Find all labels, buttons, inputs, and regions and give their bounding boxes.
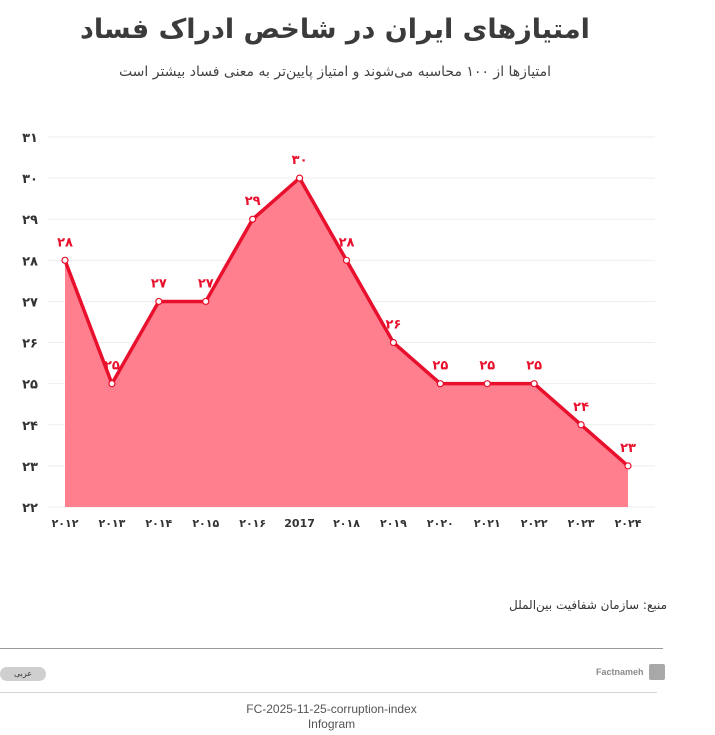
- data-point: [577, 421, 585, 429]
- data-label: ۳۰: [292, 153, 308, 168]
- brand-name[interactable]: Factnameh: [596, 667, 644, 677]
- x-tick-label: ۲۰۲۲: [521, 517, 548, 530]
- x-tick-label: ۲۰۱۴: [145, 517, 172, 530]
- footer-divider-light: [0, 692, 657, 693]
- data-point: [155, 297, 163, 306]
- y-tick-label: ۲۴: [22, 419, 38, 434]
- data-label: ۲۷: [151, 276, 167, 291]
- data-point: [61, 256, 69, 264]
- y-tick-label: ۲۵: [22, 378, 38, 393]
- source-note: منبع: سازمان شفافیت بین‌الملل: [509, 598, 667, 612]
- x-tick-label: ۲۰۱۲: [52, 517, 79, 530]
- data-label: ۲۵: [104, 359, 120, 374]
- data-point: [436, 380, 444, 388]
- y-tick-label: ۲۲: [22, 501, 38, 516]
- x-tick-label: ۲۰۲۰: [427, 517, 454, 530]
- x-tick-label: ۲۰۱۵: [192, 517, 219, 530]
- language-button[interactable]: عربی: [0, 667, 46, 681]
- factnameh-logo-icon[interactable]: [649, 664, 665, 680]
- data-point: [249, 215, 257, 223]
- x-tick-label: ۲۰۱۶: [239, 517, 266, 530]
- area-chart: ۲۲ ۲۳ ۲۴ ۲۵ ۲۶ ۲۷ ۲۸ ۲۹ ۳۰ ۳۱ ۲۸ ۲۰۱۲ ۲۵ ۲۰۱۳ ۲۷ ۲۰۱۴ ۲۷…: [22, 131, 655, 530]
- data-point: [342, 256, 351, 264]
- x-tick-label: ۲۰۲۳: [568, 517, 595, 530]
- x-tick-label: ۲۰۱۳: [98, 517, 125, 530]
- data-point: [108, 380, 116, 388]
- x-tick-label: ۲۰۱۸: [333, 517, 360, 530]
- y-tick-label: ۲۶: [22, 337, 38, 352]
- y-tick-label: ۳۱: [22, 131, 38, 146]
- x-tick-label: 2017: [284, 517, 315, 530]
- data-label: ۲۵: [526, 359, 542, 374]
- data-point: [483, 380, 491, 388]
- x-tick-label: ۲۰۲۱: [474, 517, 501, 530]
- chart-title: امتیازهای ایران در شاخص ادراک فساد: [80, 14, 590, 45]
- data-point: [295, 174, 304, 182]
- x-tick-label: ۲۰۱۹: [380, 517, 407, 530]
- infographic-slug: FC-2025-11-25-corruption-index: [246, 702, 417, 716]
- data-label: ۲۴: [573, 400, 589, 415]
- data-label: ۲۵: [432, 359, 448, 374]
- data-label: ۲۸: [339, 235, 355, 250]
- data-label: ۲۹: [245, 194, 261, 209]
- data-label: ۲۷: [198, 276, 214, 291]
- y-tick-label: ۲۷: [22, 295, 38, 310]
- data-point: [389, 338, 398, 347]
- y-tick-label: ۲۸: [22, 254, 38, 269]
- data-label: ۲۳: [620, 441, 636, 456]
- y-tick-label: ۳۰: [22, 172, 38, 187]
- data-point: [624, 462, 632, 470]
- y-tick-label: ۲۳: [22, 460, 38, 475]
- y-tick-label: ۲۹: [22, 213, 38, 228]
- data-label: ۲۵: [479, 359, 495, 374]
- chart-subtitle: امتیازها از ۱۰۰ محاسبه می‌شوند و امتیاز …: [118, 64, 552, 80]
- footer-divider: [0, 648, 663, 649]
- x-tick-label: ۲۰۲۴: [615, 517, 642, 530]
- data-label: ۲۸: [57, 235, 73, 250]
- area-fill: [65, 178, 628, 507]
- data-point: [530, 380, 538, 388]
- data-point: [202, 297, 210, 306]
- infographic-type: Infogram: [307, 717, 356, 731]
- data-label: ۲۶: [385, 318, 401, 333]
